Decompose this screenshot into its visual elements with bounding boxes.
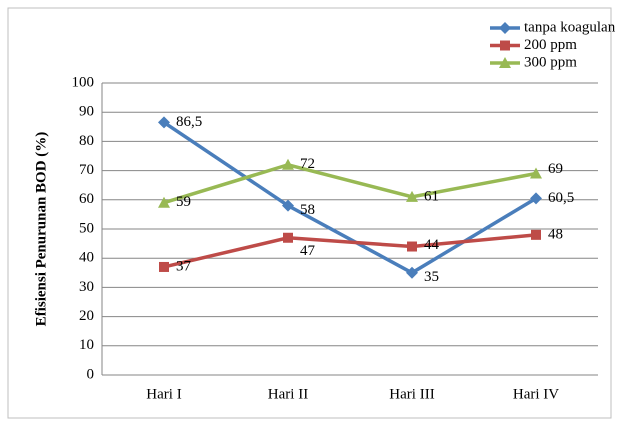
data-label: 44 — [424, 237, 440, 253]
legend-label: 300 ppm — [524, 54, 577, 70]
marker — [499, 57, 511, 68]
y-tick-label: 30 — [79, 279, 94, 295]
y-tick-label: 20 — [79, 308, 94, 324]
y-tick-label: 80 — [79, 133, 94, 149]
series-line — [163, 233, 537, 269]
y-tick-label: 100 — [72, 74, 95, 90]
x-tick-label: Hari IV — [513, 386, 559, 402]
y-tick-label: 70 — [79, 162, 94, 178]
marker — [282, 199, 294, 212]
marker — [531, 229, 541, 240]
marker — [283, 232, 293, 243]
series-line — [163, 162, 537, 205]
data-label: 69 — [548, 161, 563, 177]
data-label: 61 — [424, 188, 439, 204]
legend-label: tanpa koagulan — [524, 19, 616, 35]
y-tick-label: 10 — [79, 337, 94, 353]
y-tick-label: 60 — [79, 191, 94, 207]
y-tick-label: 0 — [87, 366, 95, 382]
y-axis-label: Efisiensi Penurunan BOD (%) — [33, 132, 49, 327]
series-line — [163, 120, 537, 275]
marker — [158, 196, 170, 208]
y-tick-label: 50 — [79, 220, 94, 236]
data-label: 47 — [300, 243, 316, 259]
data-label: 59 — [176, 194, 191, 210]
legend-label: 200 ppm — [524, 37, 577, 53]
marker — [407, 241, 417, 252]
marker — [282, 158, 294, 170]
x-tick-label: Hari II — [268, 386, 308, 402]
marker — [499, 22, 511, 34]
x-tick-label: Hari I — [146, 386, 181, 402]
marker — [158, 116, 170, 129]
x-tick-label: Hari III — [389, 386, 434, 402]
marker — [159, 261, 169, 272]
y-tick-label: 40 — [79, 250, 94, 266]
marker — [406, 266, 418, 279]
data-label: 58 — [300, 202, 315, 218]
marker — [530, 192, 542, 205]
marker — [406, 190, 418, 202]
marker — [500, 40, 510, 51]
data-label: 60,5 — [548, 190, 574, 206]
data-label: 86,5 — [176, 114, 202, 130]
y-tick-label: 90 — [79, 104, 94, 120]
data-label: 72 — [300, 156, 315, 172]
data-label: 35 — [424, 269, 439, 285]
marker — [530, 167, 542, 179]
data-label: 48 — [548, 226, 563, 242]
data-label: 37 — [176, 258, 192, 274]
